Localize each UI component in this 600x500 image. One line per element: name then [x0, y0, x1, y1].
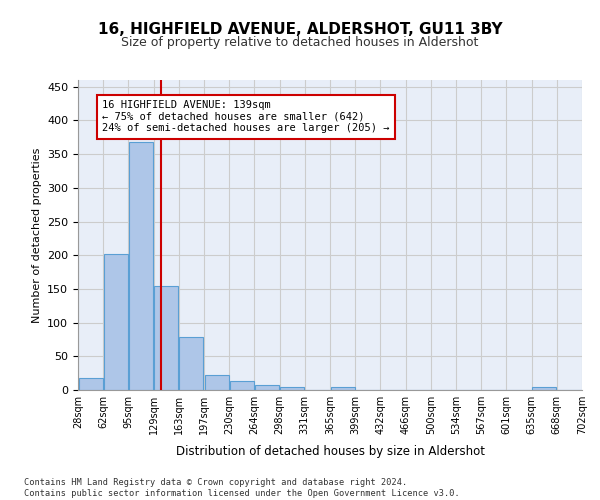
Bar: [129, 142, 153, 390]
Bar: [255, 384, 279, 390]
Bar: [331, 388, 355, 390]
Bar: [79, 378, 103, 390]
Bar: [532, 388, 556, 390]
Text: Size of property relative to detached houses in Aldershot: Size of property relative to detached ho…: [121, 36, 479, 49]
Text: 16, HIGHFIELD AVENUE, ALDERSHOT, GU11 3BY: 16, HIGHFIELD AVENUE, ALDERSHOT, GU11 3B…: [98, 22, 502, 36]
Text: 16 HIGHFIELD AVENUE: 139sqm
← 75% of detached houses are smaller (642)
24% of se: 16 HIGHFIELD AVENUE: 139sqm ← 75% of det…: [102, 100, 389, 134]
Y-axis label: Number of detached properties: Number of detached properties: [32, 148, 41, 322]
Bar: [280, 386, 304, 390]
Bar: [104, 254, 128, 390]
X-axis label: Distribution of detached houses by size in Aldershot: Distribution of detached houses by size …: [176, 446, 485, 458]
Bar: [179, 338, 203, 390]
Bar: [230, 380, 254, 390]
Text: Contains HM Land Registry data © Crown copyright and database right 2024.
Contai: Contains HM Land Registry data © Crown c…: [24, 478, 460, 498]
Bar: [154, 286, 178, 390]
Bar: [205, 375, 229, 390]
